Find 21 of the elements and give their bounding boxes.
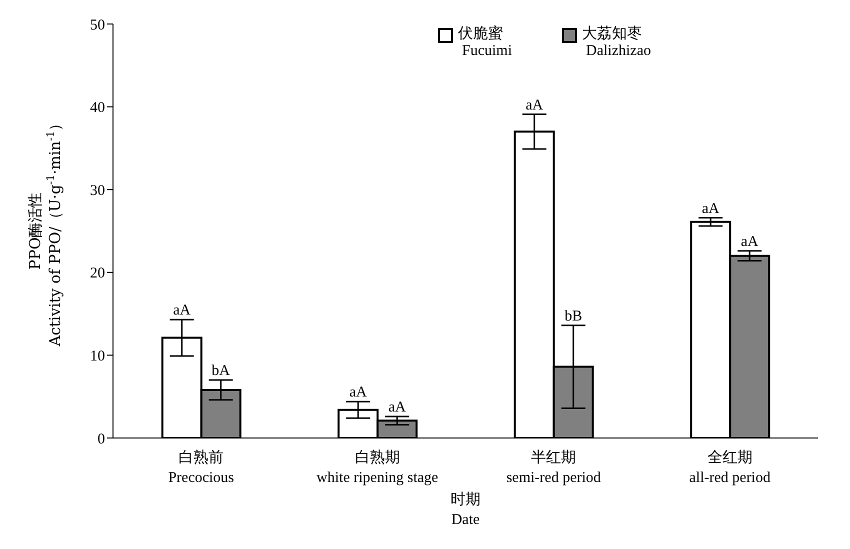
y-tick-label: 50 xyxy=(90,17,105,34)
data-label: aA xyxy=(173,302,191,319)
y-tick-label: 20 xyxy=(90,266,105,282)
y-tick-label: 10 xyxy=(90,348,105,365)
x-tick-label: 白熟期 white ripening stage xyxy=(316,449,439,486)
y-tick-label: 0 xyxy=(98,431,105,448)
data-label: bA xyxy=(212,363,230,380)
data-label: bB xyxy=(564,308,582,324)
data-label: aA xyxy=(740,234,759,250)
legend-label: 大荔知枣 Dalizhizao xyxy=(582,24,651,60)
data-label: aA xyxy=(702,200,720,217)
y-tick-label: 30 xyxy=(90,182,105,199)
x-axis-title: 时期 Date xyxy=(450,491,480,528)
data-label: aA xyxy=(349,384,368,401)
data-label: aA xyxy=(388,399,406,416)
legend-label: 伏脆蜜 Fucuimi xyxy=(458,24,512,60)
x-tick-label: 半红期 semi-red period xyxy=(506,449,602,486)
data-label: aA xyxy=(526,97,544,114)
x-tick-label: 白熟前 Precocious xyxy=(168,449,234,486)
x-tick-label: 全红期 all-red period xyxy=(689,449,771,486)
y-tick-label: 40 xyxy=(90,100,105,116)
